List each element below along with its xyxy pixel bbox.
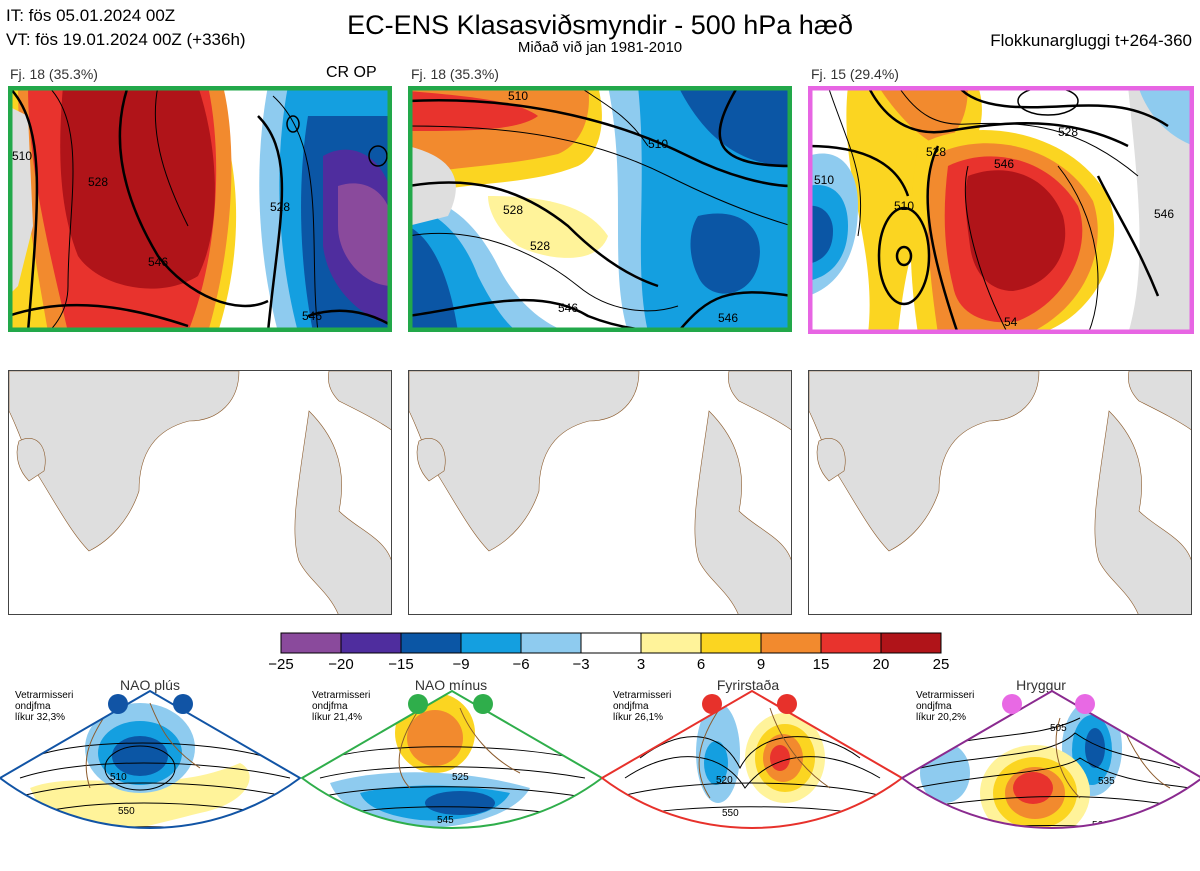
contour-label: 546 (558, 301, 578, 315)
regime-3-info: Vetrarmisseri ondjfma líkur 26,1% (613, 690, 672, 723)
contour-label: 550 (722, 808, 739, 819)
contour-label: 520 (716, 775, 733, 786)
page-title: EC-ENS Klasasviðsmyndir - 500 hPa hæð (347, 10, 853, 40)
colorbar-tick-label: −15 (388, 656, 414, 673)
colorbar-swatch (280, 632, 342, 654)
colorbar-tick-label: −25 (268, 656, 294, 673)
contour-label: 565 (447, 850, 464, 861)
contour-label: 528 (1058, 125, 1078, 139)
colorbar-tick-label: 6 (696, 656, 706, 673)
regime-2-name: NAO mínus (414, 677, 488, 693)
contour-label: 525 (452, 772, 469, 783)
regime-maps: 510 550 525 545 565 (0, 689, 1200, 861)
colorbar-swatch (640, 632, 702, 654)
contour-label: 528 (926, 145, 946, 159)
cluster-1-label: Fj. 18 (35.3%) (10, 66, 98, 82)
contour-label: 528 (88, 175, 108, 189)
colorbar-tick-label: 20 (872, 656, 890, 673)
regime-2-info: Vetrarmisseri ondjfma líkur 21,4% (312, 690, 371, 723)
initial-time: IT: fös 05.01.2024 00Z (6, 6, 176, 25)
regime-4-name: Hryggur (1016, 677, 1066, 693)
contour-label: 560 (737, 833, 754, 844)
contour-label: 545 (437, 815, 454, 826)
colorbar-tick-label: −20 (328, 656, 354, 673)
colorbar-swatch (460, 632, 522, 654)
colorbar-tick-label: −9 (452, 656, 470, 673)
contour-label: 510 (894, 199, 914, 213)
cluster-1-map: 510 528 546 528 546 (8, 86, 392, 332)
contour-label: 528 (503, 203, 523, 217)
colorbar-swatch (880, 632, 942, 654)
regime-3-map: 520 550 560 (602, 691, 902, 844)
contour-label: 528 (530, 239, 550, 253)
contour-label: 546 (302, 309, 322, 323)
colorbar-swatch (700, 632, 762, 654)
contour-label: 510 (648, 137, 668, 151)
regime-3-name: Fyrirstaða (716, 677, 780, 693)
classification-window: Flokkunargluggi t+264-360 (990, 31, 1192, 50)
contour-label: 535 (1098, 776, 1115, 787)
cluster-2-label: Fj. 18 (35.3%) (411, 66, 499, 82)
contour-label: 510 (110, 772, 127, 783)
colorbar-swatch (580, 632, 642, 654)
colorbar-swatch (520, 632, 582, 654)
colorbar-tick-label: −6 (512, 656, 530, 673)
colorbar-tick-label: 3 (636, 656, 646, 673)
colorbar-tick-label: 15 (812, 656, 830, 673)
colorbar-tick-label: −3 (572, 656, 590, 673)
regime-1-info: Vetrarmisseri ondjfma líkur 32,3% (15, 690, 74, 723)
contour-label: 546 (994, 157, 1014, 171)
page-subtitle: Miðað við jan 1981-2010 (517, 39, 683, 56)
cluster-3-map: 510 528 546 528 510 546 54 (808, 86, 1194, 334)
regime-1-map: 510 550 (0, 691, 300, 829)
regime-2-map: 525 545 565 (302, 691, 602, 861)
regime-1-name: NAO plús (120, 677, 180, 693)
contour-label: 510 (12, 149, 32, 163)
member-map-3 (808, 370, 1192, 615)
colorbar-tick-label: 9 (756, 656, 766, 673)
valid-time: VT: fös 19.01.2024 00Z (+336h) (6, 30, 246, 49)
colorbar (280, 632, 942, 659)
contour-label: 546 (718, 311, 738, 325)
contour-label: 546 (1154, 207, 1174, 221)
colorbar-tick-label: 25 (932, 656, 950, 673)
contour-label: 546 (148, 255, 168, 269)
member-map-1 (8, 370, 392, 615)
colorbar-swatch (400, 632, 462, 654)
contour-label: 510 (814, 173, 834, 187)
contour-label: 510 (508, 89, 528, 103)
contour-label: 550 (118, 806, 135, 817)
colorbar-swatch (340, 632, 402, 654)
colorbar-swatch (760, 632, 822, 654)
cluster-1-tag: CR OP (326, 64, 377, 81)
contour-label: 528 (270, 200, 290, 214)
contour-label: 54 (1004, 315, 1018, 329)
cluster-2-map: 510 510 528 528 546 546 (408, 86, 792, 332)
regime-4-info: Vetrarmisseri ondjfma líkur 20,2% (916, 690, 975, 723)
regime-4-map: 505 535 560 (902, 691, 1200, 828)
cluster-3-label: Fj. 15 (29.4%) (811, 66, 899, 82)
contour-label: 505 (1050, 723, 1067, 734)
member-map-2 (408, 370, 792, 615)
colorbar-swatch (820, 632, 882, 654)
